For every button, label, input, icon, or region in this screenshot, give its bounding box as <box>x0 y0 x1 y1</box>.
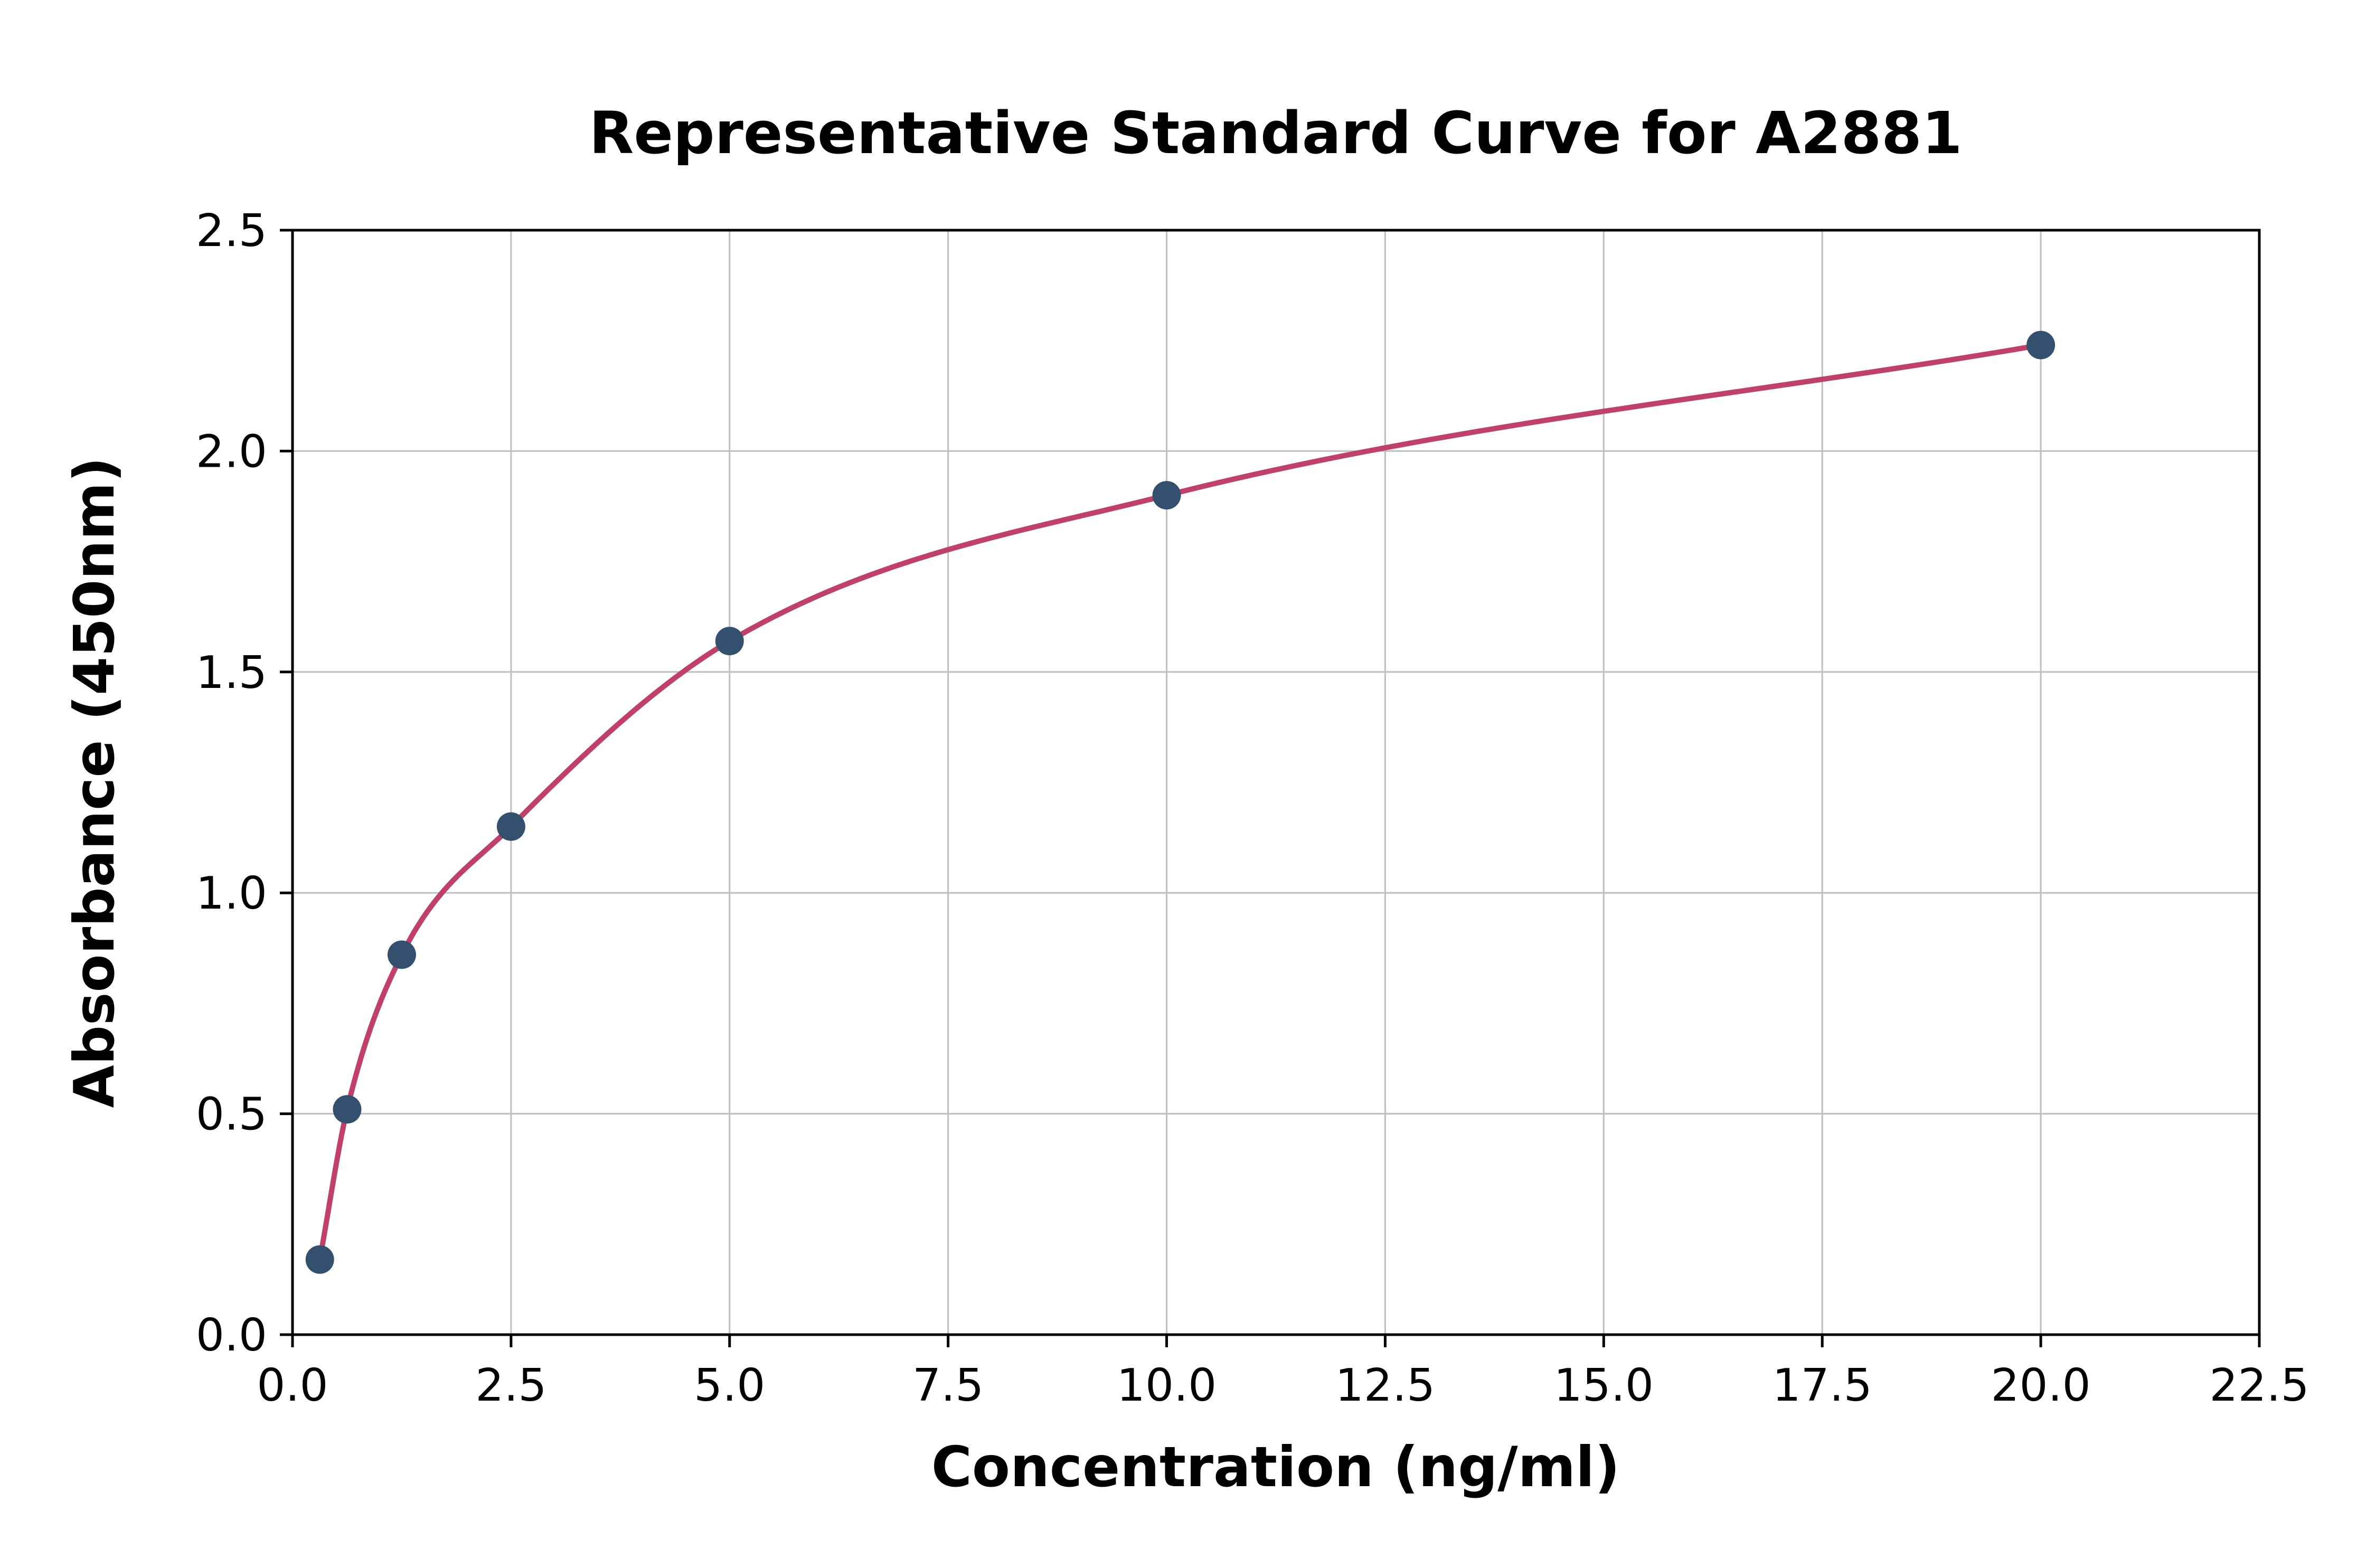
x-tick-label: 10.0 <box>1117 1359 1217 1412</box>
data-point <box>333 1095 362 1124</box>
x-tick-label: 5.0 <box>694 1359 765 1412</box>
y-tick-label: 1.0 <box>196 867 267 920</box>
x-tick-label: 12.5 <box>1335 1359 1435 1412</box>
data-point <box>1152 481 1181 510</box>
x-tick-label: 0.0 <box>257 1359 328 1412</box>
data-point <box>496 812 525 841</box>
chart-title: Representative Standard Curve for A2881 <box>589 99 1963 167</box>
fit-curve <box>317 342 2044 1262</box>
x-tick-label: 7.5 <box>912 1359 984 1412</box>
x-tick-label: 17.5 <box>1772 1359 1872 1412</box>
data-point <box>387 940 416 969</box>
y-tick-label: 0.5 <box>196 1089 267 1141</box>
y-tick-label: 2.0 <box>196 426 267 478</box>
axes-layer: 0.0 2.5 5.0 7.5 10.0 12.5 15.0 17.5 20.0 22.5 0.0 0… <box>196 205 2309 1412</box>
x-tick-label: 22.5 <box>2209 1359 2309 1412</box>
grid-layer <box>291 229 2260 1336</box>
plot-border <box>291 229 2261 1336</box>
y-tick-label: 1.5 <box>196 647 267 699</box>
y-tick-label: 2.5 <box>196 205 267 257</box>
series-layer <box>305 330 2056 1274</box>
data-point <box>305 1245 334 1274</box>
y-tick-label: 0.0 <box>196 1309 267 1362</box>
x-axis-label: Concentration (ng/ml) <box>931 1435 1620 1499</box>
y-axis-label: Absorbance (450nm) <box>62 457 127 1108</box>
x-tick-label: 20.0 <box>1991 1359 2090 1412</box>
data-point <box>715 627 744 656</box>
x-tick-label: 2.5 <box>475 1359 546 1412</box>
x-tick-label: 15.0 <box>1554 1359 1654 1412</box>
data-point <box>2026 330 2056 360</box>
